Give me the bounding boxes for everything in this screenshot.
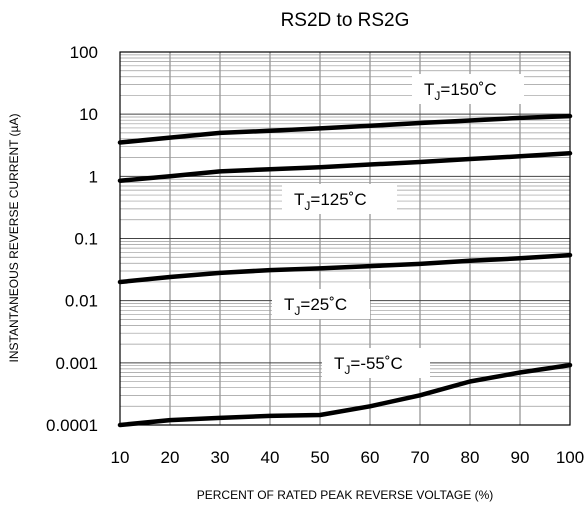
series-label-0: TJ=150˚C [424, 80, 497, 103]
chart-title: RS2D to RS2G [281, 10, 410, 31]
series-label-box [412, 74, 524, 104]
y-tick-label: 0.1 [74, 230, 98, 249]
series-label-box [282, 184, 397, 214]
series-line-0 [117, 113, 573, 145]
y-tick-label: 10 [79, 105, 98, 124]
x-tick-labels: 10 20 30 40 50 60 70 80 90 100 [111, 448, 585, 467]
series-layer [117, 113, 573, 428]
series-label-layer: TJ=150˚C TJ=125˚C TJ=25˚C TJ=-55˚C [272, 74, 524, 378]
plot-frame [119, 51, 571, 426]
series-line-3 [117, 362, 573, 428]
series-line-1 [117, 151, 573, 183]
x-tick-label: 20 [161, 448, 180, 467]
x-tick-label: 70 [411, 448, 430, 467]
x-tick-label: 50 [311, 448, 330, 467]
x-tick-label: 60 [361, 448, 380, 467]
x-tick-label: 80 [461, 448, 480, 467]
series-label-1: TJ=125˚C [294, 190, 367, 213]
y-axis-label: INSTANTANEOUS REVERSE CURRENT (µA) [7, 114, 21, 363]
x-axis-label: PERCENT OF RATED PEAK REVERSE VOLTAGE (%… [197, 488, 494, 502]
series-label-box [322, 348, 430, 378]
x-tick-label: 40 [261, 448, 280, 467]
series-label-3: TJ=-55˚C [334, 354, 403, 377]
x-tick-label: 30 [211, 448, 230, 467]
y-tick-label: 100 [70, 43, 98, 62]
y-tick-labels: 0.0001 0.001 0.01 0.1 1 10 100 [46, 43, 98, 435]
y-tick-label: 0.01 [65, 292, 98, 311]
x-tick-label: 10 [111, 448, 130, 467]
series-label-2: TJ=25˚C [284, 295, 347, 318]
y-tick-label: 1 [89, 167, 98, 186]
x-tick-label: 100 [556, 448, 584, 467]
y-tick-label: 0.001 [55, 354, 98, 373]
series-label-box [272, 289, 370, 319]
x-tick-label: 90 [511, 448, 530, 467]
series-line-2 [117, 252, 573, 285]
y-tick-label: 0.0001 [46, 416, 98, 435]
